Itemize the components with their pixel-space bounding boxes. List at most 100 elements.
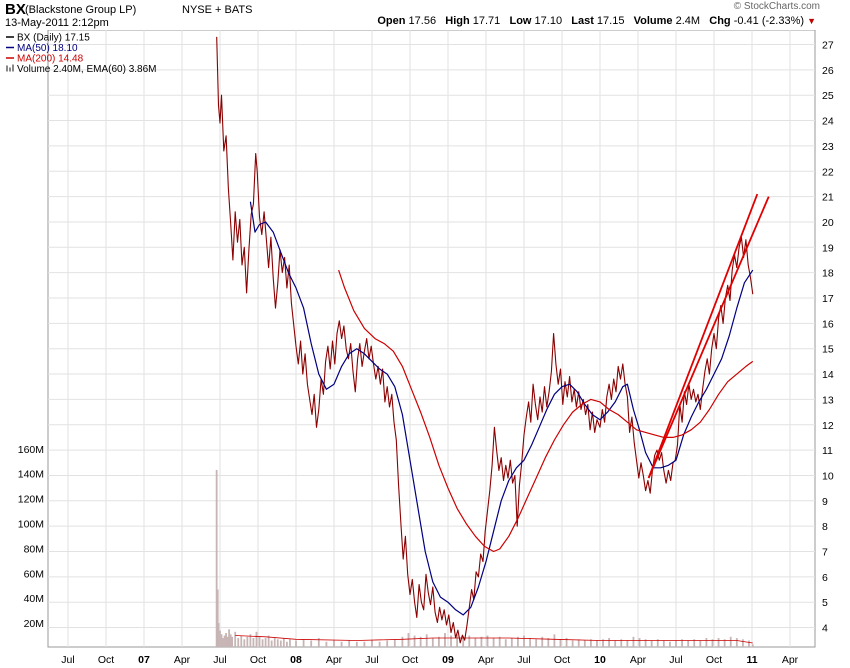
volume-tick-label: 100M: [18, 519, 44, 531]
time-tick-label: Oct: [250, 654, 266, 666]
price-tick-label: 14: [822, 369, 834, 381]
volume-bars-icon: [12, 64, 14, 72]
volume-bar: [748, 640, 750, 647]
time-tick-label: 10: [594, 654, 606, 666]
volume-bar: [234, 631, 237, 647]
volume-bar: [687, 640, 690, 647]
legend-label: MA(200) 14.48: [17, 54, 84, 65]
stockcharts-logo[interactable]: © StockCharts.com: [733, 1, 820, 12]
volume-bar: [620, 639, 623, 647]
volume-bar: [285, 641, 288, 647]
open-value: 17.56: [408, 15, 437, 27]
high-label: High: [445, 15, 470, 27]
price-tick-label: 7: [822, 547, 828, 559]
volume-bar: [486, 635, 489, 647]
volume-bar: [577, 639, 580, 647]
volume-bar: [340, 641, 343, 647]
price-tick-label: 12: [822, 420, 834, 432]
price-chart[interactable]: 4 5 6 7 8 9 10 11 12 13 14 15 16 17 18 19 20 21 22 23 24 25 26…: [0, 30, 850, 668]
volume-bars-icon: [6, 65, 8, 72]
time-tick-label: Apr: [174, 654, 191, 666]
timestamp: 13-May-2011 2:12pm: [5, 17, 109, 29]
volume-bar: [325, 641, 328, 647]
volume-bar: [711, 639, 714, 647]
volume-bar: [559, 639, 562, 647]
volume-bar: [289, 639, 291, 647]
time-tick-label: Oct: [402, 654, 418, 666]
volume-bar: [565, 638, 568, 647]
price-tick-label: 10: [822, 470, 834, 482]
volume-bar: [225, 633, 227, 647]
volume-bar: [571, 640, 574, 647]
price-tick-label: 16: [822, 318, 834, 330]
volume-bar: [255, 631, 258, 647]
price-tick-label: 23: [822, 141, 834, 153]
volume-bar: [437, 636, 440, 647]
volume-bar: [523, 635, 525, 647]
price-tick-label: 19: [822, 242, 834, 254]
volume-bar: [317, 638, 320, 647]
price-tick-label: 11: [822, 445, 833, 457]
volume-bar: [371, 640, 373, 647]
legend-label: MA(50) 18.10: [17, 43, 78, 54]
last-value: 17.15: [596, 15, 625, 27]
price-tick-label: 15: [822, 344, 834, 356]
price-tick-label: 22: [822, 166, 834, 178]
price-tick-label: 17: [822, 293, 834, 305]
volume-bar: [729, 636, 732, 647]
volume-bar: [386, 640, 389, 647]
price-tick-label: 26: [822, 65, 834, 77]
low-value: 17.10: [534, 15, 563, 27]
volume-bar: [215, 469, 218, 647]
volume-bar: [705, 638, 708, 647]
volume-bar: [219, 630, 221, 647]
volume-bar: [378, 641, 381, 647]
volume-bar: [407, 633, 410, 647]
volume-bar: [249, 634, 252, 647]
high-value: 17.71: [472, 15, 501, 27]
volume-bar: [273, 638, 276, 647]
volume-bar: [401, 636, 404, 647]
volume-bar: [229, 634, 232, 647]
chg-value: -0.41 (-2.33%): [733, 15, 805, 27]
ticker-symbol: BX: [5, 1, 26, 18]
volume-bar: [279, 640, 282, 647]
volume-bar: [681, 639, 683, 647]
volume-label: Volume: [633, 15, 673, 27]
volume-bar: [541, 636, 544, 647]
volume-bars-icon: [9, 67, 11, 72]
volume-bar: [295, 640, 297, 647]
volume-tick-label: 80M: [24, 543, 44, 555]
time-tick-label: 09: [442, 654, 454, 666]
volume-bar: [589, 639, 592, 647]
trendline: [647, 193, 759, 479]
price-tick-label: 24: [822, 116, 834, 128]
volume-tick-label: 120M: [18, 494, 44, 506]
trendline: [647, 196, 770, 479]
price-tick-label: 27: [822, 40, 834, 52]
price-tick-label: 6: [822, 572, 828, 584]
volume-bar: [348, 640, 351, 647]
volume-bar: [261, 639, 264, 647]
quote-summary: Open 17.56 High 17.71 Low 17.10 Last 17.…: [377, 15, 816, 27]
volume-bar: [717, 638, 720, 647]
volume-bar: [413, 635, 416, 647]
open-label: Open: [377, 15, 406, 27]
time-tick-label: Jul: [669, 654, 682, 666]
time-tick-label: Apr: [630, 654, 647, 666]
volume-bar: [638, 638, 641, 647]
volume-bar: [644, 639, 647, 647]
last-label: Last: [571, 15, 594, 27]
volume-bar: [393, 639, 396, 647]
volume-bar: [355, 641, 358, 647]
volume-bar: [333, 640, 335, 647]
volume-tick-label: 40M: [24, 593, 44, 605]
volume-bar: [222, 638, 224, 647]
price-tick-label: 21: [822, 192, 834, 204]
time-tick-label: 07: [138, 654, 150, 666]
down-triangle-icon: ▼: [807, 16, 816, 26]
volume-tick-label: 60M: [24, 568, 44, 580]
volume-bar: [240, 635, 243, 647]
company-name: (Blackstone Group LP): [25, 4, 137, 16]
volume-bar: [608, 638, 611, 647]
